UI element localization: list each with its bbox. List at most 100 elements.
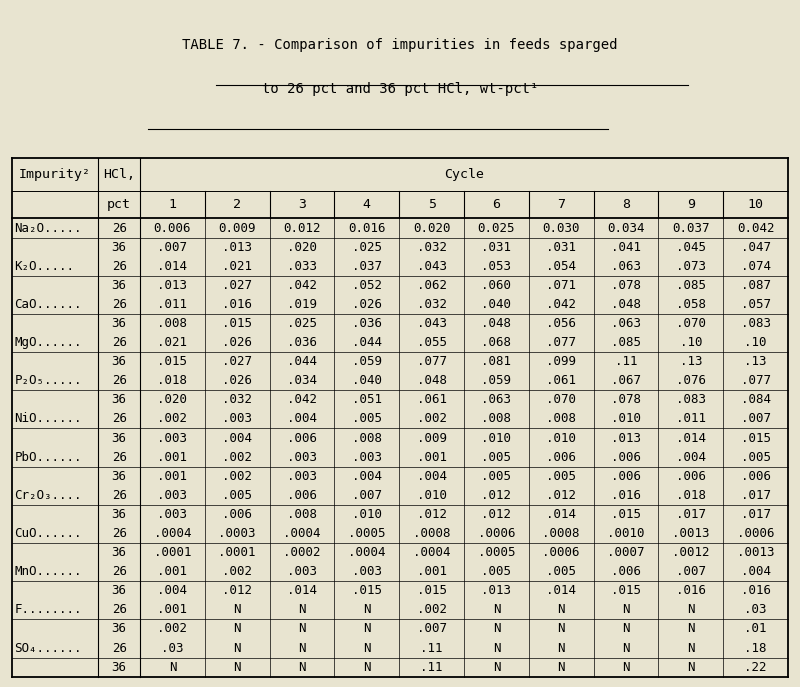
Text: .048: .048 (611, 298, 641, 311)
Text: .005: .005 (741, 451, 770, 464)
Text: .011: .011 (158, 298, 187, 311)
Text: pct: pct (107, 199, 131, 211)
Text: N: N (298, 603, 306, 616)
Text: .059: .059 (352, 355, 382, 368)
Text: 26: 26 (112, 565, 126, 578)
Text: .015: .015 (352, 584, 382, 597)
Text: .002: .002 (417, 412, 446, 425)
Text: .045: .045 (676, 240, 706, 254)
Text: .004: .004 (417, 470, 446, 483)
Text: 7: 7 (557, 199, 565, 211)
Text: .058: .058 (676, 298, 706, 311)
Text: .007: .007 (158, 240, 187, 254)
Text: .008: .008 (158, 317, 187, 330)
Text: N: N (687, 642, 694, 655)
Text: .0012: .0012 (672, 546, 710, 559)
Text: .048: .048 (417, 374, 446, 387)
Text: N: N (298, 622, 306, 635)
Text: 36: 36 (112, 279, 126, 292)
Text: .008: .008 (546, 412, 576, 425)
Text: .003: .003 (158, 489, 187, 502)
Text: N: N (363, 622, 370, 635)
Text: .048: .048 (482, 317, 511, 330)
Text: .010: .010 (352, 508, 382, 521)
Text: .18: .18 (744, 642, 767, 655)
Text: .059: .059 (482, 374, 511, 387)
Text: 26: 26 (112, 603, 126, 616)
Text: .016: .016 (222, 298, 252, 311)
Text: .001: .001 (158, 451, 187, 464)
Text: .026: .026 (352, 298, 382, 311)
Text: N: N (363, 661, 370, 674)
Text: SO₄......: SO₄...... (14, 642, 82, 655)
Text: .062: .062 (417, 279, 446, 292)
Text: 26: 26 (112, 221, 126, 234)
Text: .0005: .0005 (478, 546, 515, 559)
Text: 0.012: 0.012 (283, 221, 321, 234)
Text: NiO......: NiO...... (14, 412, 82, 425)
Text: Na₂O.....: Na₂O..... (14, 221, 82, 234)
Text: N: N (234, 661, 241, 674)
Text: .084: .084 (741, 394, 770, 406)
Text: 10: 10 (747, 199, 763, 211)
Text: 26: 26 (112, 374, 126, 387)
Text: 9: 9 (686, 199, 694, 211)
Text: 0.009: 0.009 (218, 221, 256, 234)
Text: .081: .081 (482, 355, 511, 368)
Text: .0010: .0010 (607, 527, 645, 540)
Text: .10: .10 (744, 336, 767, 349)
Text: .027: .027 (222, 279, 252, 292)
Text: .078: .078 (611, 394, 641, 406)
Text: .032: .032 (222, 394, 252, 406)
Text: .006: .006 (741, 470, 770, 483)
Text: 36: 36 (112, 508, 126, 521)
Text: .11: .11 (614, 355, 638, 368)
Text: N: N (493, 622, 500, 635)
Text: .025: .025 (287, 317, 317, 330)
Text: .0013: .0013 (737, 546, 774, 559)
Text: 0.025: 0.025 (478, 221, 515, 234)
Text: 2: 2 (234, 199, 242, 211)
Text: .044: .044 (352, 336, 382, 349)
Text: 5: 5 (427, 199, 435, 211)
Text: .032: .032 (417, 298, 446, 311)
Text: 1: 1 (168, 199, 176, 211)
Text: .004: .004 (676, 451, 706, 464)
Text: .017: .017 (741, 489, 770, 502)
Text: .008: .008 (287, 508, 317, 521)
Text: .077: .077 (741, 374, 770, 387)
Text: .002: .002 (158, 412, 187, 425)
Text: 0.034: 0.034 (607, 221, 645, 234)
Text: .053: .053 (482, 260, 511, 273)
Text: .11: .11 (420, 642, 443, 655)
Text: .015: .015 (611, 508, 641, 521)
Text: N: N (169, 661, 176, 674)
Text: .003: .003 (352, 565, 382, 578)
Text: to 26 pct and 36 pct HCl, wt-pct¹: to 26 pct and 36 pct HCl, wt-pct¹ (262, 82, 538, 96)
Text: .0004: .0004 (283, 527, 321, 540)
Text: PbO......: PbO...... (14, 451, 82, 464)
Text: .001: .001 (417, 451, 446, 464)
Text: .057: .057 (741, 298, 770, 311)
Text: .0003: .0003 (218, 527, 256, 540)
Text: .004: .004 (222, 431, 252, 444)
Text: .005: .005 (482, 451, 511, 464)
Text: 0.006: 0.006 (154, 221, 191, 234)
Text: 36: 36 (112, 355, 126, 368)
Text: MnO......: MnO...... (14, 565, 82, 578)
Text: .0007: .0007 (607, 546, 645, 559)
Text: 0.030: 0.030 (542, 221, 580, 234)
Text: .076: .076 (676, 374, 706, 387)
Text: .027: .027 (222, 355, 252, 368)
Text: .073: .073 (676, 260, 706, 273)
Text: 26: 26 (112, 527, 126, 540)
Text: .001: .001 (417, 565, 446, 578)
Text: HCl,: HCl, (103, 168, 135, 181)
Text: .056: .056 (546, 317, 576, 330)
Text: .005: .005 (222, 489, 252, 502)
Text: .003: .003 (158, 431, 187, 444)
Text: .03: .03 (744, 603, 767, 616)
Text: .063: .063 (482, 394, 511, 406)
Text: .001: .001 (158, 565, 187, 578)
Text: 26: 26 (112, 298, 126, 311)
